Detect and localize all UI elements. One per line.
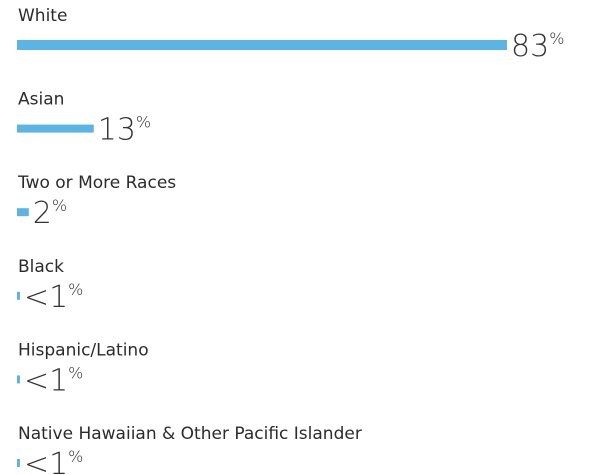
category-label: Two or More Races [17, 173, 176, 193]
category-label: Asian [18, 90, 64, 110]
bar [17, 459, 20, 467]
bar [17, 124, 94, 133]
value-unit: % [136, 113, 151, 132]
value-number: 83 [511, 29, 549, 64]
bar [17, 375, 20, 384]
value-unit: % [68, 363, 83, 382]
value-number: <1 [24, 447, 68, 475]
value-label: 13% [98, 113, 151, 148]
value-unit: % [68, 447, 83, 466]
value-label: 83% [511, 29, 564, 64]
category-label: Hispanic/Latino [18, 340, 149, 360]
category-label: Black [18, 257, 64, 277]
value-unit: % [549, 29, 564, 48]
value-number: <1 [24, 363, 68, 398]
value-label: 2% [33, 196, 67, 231]
value-label: <1% [24, 447, 83, 475]
category-label: Native Hawaiian & Other Pacific Islander [18, 424, 362, 444]
value-label: <1% [24, 280, 83, 315]
bar [17, 40, 507, 50]
value-number: 2 [33, 196, 52, 231]
bar [17, 291, 20, 300]
bar [17, 208, 29, 217]
value-unit: % [68, 280, 83, 299]
value-number: <1 [24, 280, 68, 315]
value-unit: % [52, 196, 67, 215]
category-label: White [18, 6, 67, 26]
value-number: 13 [98, 113, 136, 148]
value-label: <1% [24, 363, 83, 398]
